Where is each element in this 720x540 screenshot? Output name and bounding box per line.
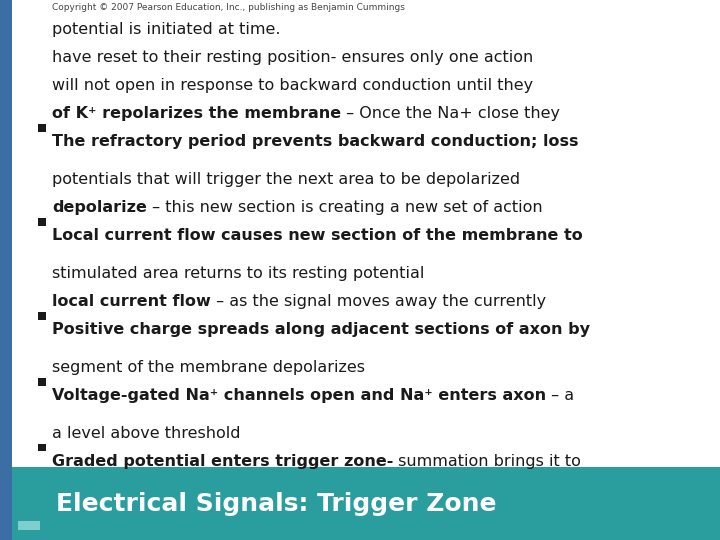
Text: Copyright © 2007 Pearson Education, Inc., publishing as Benjamin Cummings: Copyright © 2007 Pearson Education, Inc.… (52, 3, 405, 12)
Text: stimulated area returns to its resting potential: stimulated area returns to its resting p… (52, 266, 424, 281)
Bar (38, 377, 46, 386)
Bar (0, 0, 12, 540)
Bar (38, 312, 46, 320)
Text: segment of the membrane depolarizes: segment of the membrane depolarizes (52, 360, 365, 375)
Text: – this new section is creating a new set of action: – this new section is creating a new set… (147, 200, 542, 215)
Text: – as the signal moves away the currently: – as the signal moves away the currently (210, 294, 546, 309)
Bar (38, 218, 46, 226)
Text: depolarize: depolarize (52, 200, 147, 215)
Text: a level above threshold: a level above threshold (52, 426, 240, 441)
Bar (18, 490, 40, 500)
Text: Graded potential enters trigger zone-: Graded potential enters trigger zone- (52, 454, 393, 469)
Text: will not open in response to backward conduction until they: will not open in response to backward co… (52, 78, 533, 93)
Text: of K⁺ repolarizes the membrane: of K⁺ repolarizes the membrane (52, 106, 341, 121)
Text: – a: – a (546, 388, 574, 403)
Bar (18, 505, 40, 515)
Text: Positive charge spreads along adjacent sections of axon by: Positive charge spreads along adjacent s… (52, 322, 590, 337)
Text: Electrical Signals: Trigger Zone: Electrical Signals: Trigger Zone (56, 491, 497, 516)
Text: The refractory period prevents backward conduction; loss: The refractory period prevents backward … (52, 134, 578, 149)
Text: potential is initiated at time.: potential is initiated at time. (52, 22, 280, 37)
Text: have reset to their resting position- ensures only one action: have reset to their resting position- en… (52, 50, 533, 65)
Text: summation brings it to: summation brings it to (393, 454, 581, 469)
Text: Local current flow causes new section of the membrane to: Local current flow causes new section of… (52, 228, 582, 243)
Bar (38, 124, 46, 132)
Bar (18, 521, 40, 530)
Bar (0, 467, 720, 540)
Text: Voltage-gated Na⁺ channels open and Na⁺ enters axon: Voltage-gated Na⁺ channels open and Na⁺ … (52, 388, 546, 403)
Text: local current flow: local current flow (52, 294, 210, 309)
Text: potentials that will trigger the next area to be depolarized: potentials that will trigger the next ar… (52, 172, 520, 187)
Bar (38, 443, 46, 451)
Text: – Once the Na+ close they: – Once the Na+ close they (341, 106, 560, 121)
